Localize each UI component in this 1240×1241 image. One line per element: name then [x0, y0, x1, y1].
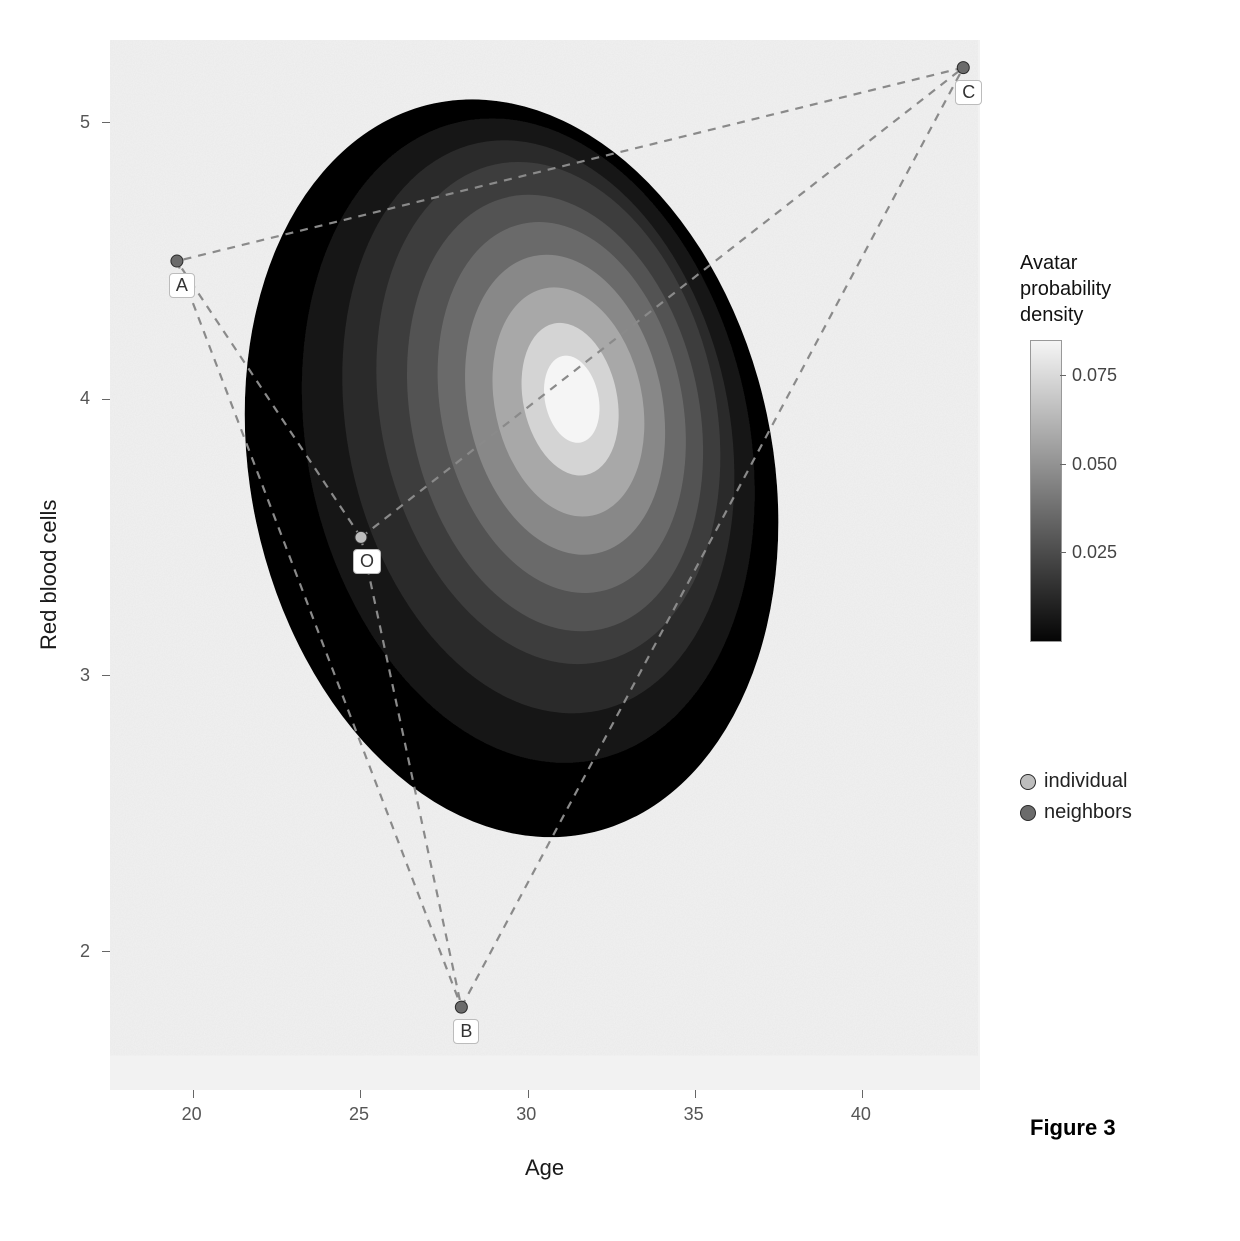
individual-point-O	[355, 531, 367, 543]
colorbar-title: Avatar probability density	[1020, 250, 1111, 328]
colorbar-tick-mark	[1060, 464, 1066, 465]
x-tick-mark	[360, 1090, 361, 1098]
legend-key-item-neighbors: neighbors	[1020, 801, 1132, 824]
x-tick-label: 20	[182, 1104, 202, 1125]
x-axis-label: Age	[525, 1155, 564, 1181]
neighbor-point-B	[455, 1001, 467, 1013]
legend-dot-icon	[1020, 774, 1036, 790]
point-label-A: A	[169, 273, 195, 298]
y-tick-mark	[102, 122, 110, 123]
x-tick-mark	[193, 1090, 194, 1098]
colorbar-tick-mark	[1060, 375, 1066, 376]
colorbar-gradient	[1030, 340, 1062, 642]
colorbar-tick-label: 0.050	[1072, 454, 1117, 475]
figure-stage: Red blood cells Age Avatar probability d…	[0, 0, 1240, 1241]
point-label-O: O	[353, 549, 381, 574]
x-tick-label: 40	[851, 1104, 871, 1125]
x-tick-mark	[695, 1090, 696, 1098]
x-tick-mark	[862, 1090, 863, 1098]
x-tick-label: 30	[516, 1104, 536, 1125]
y-tick-mark	[102, 399, 110, 400]
x-tick-label: 25	[349, 1104, 369, 1125]
y-tick-label: 3	[80, 665, 90, 686]
colorbar-tick-mark	[1060, 552, 1066, 553]
neighbor-point-A	[171, 255, 183, 267]
y-axis-label: Red blood cells	[36, 500, 62, 650]
colorbar-tick-label: 0.075	[1072, 365, 1117, 386]
point-label-B: B	[453, 1019, 479, 1044]
y-tick-label: 5	[80, 112, 90, 133]
density-scatter-plot	[110, 40, 980, 1090]
y-tick-mark	[102, 951, 110, 952]
colorbar-tick-label: 0.025	[1072, 542, 1117, 563]
figure-caption: Figure 3	[1030, 1115, 1116, 1141]
y-tick-label: 4	[80, 388, 90, 409]
legend-key-item-individual: individual	[1020, 770, 1132, 793]
y-tick-label: 2	[80, 941, 90, 962]
x-tick-label: 35	[684, 1104, 704, 1125]
legend-key-label: individual	[1044, 770, 1127, 793]
neighbor-point-C	[957, 62, 969, 74]
point-label-C: C	[955, 80, 982, 105]
y-tick-mark	[102, 675, 110, 676]
legend-key-label: neighbors	[1044, 801, 1132, 824]
legend-dot-icon	[1020, 805, 1036, 821]
x-tick-mark	[528, 1090, 529, 1098]
legend-key: individual neighbors	[1020, 770, 1132, 832]
